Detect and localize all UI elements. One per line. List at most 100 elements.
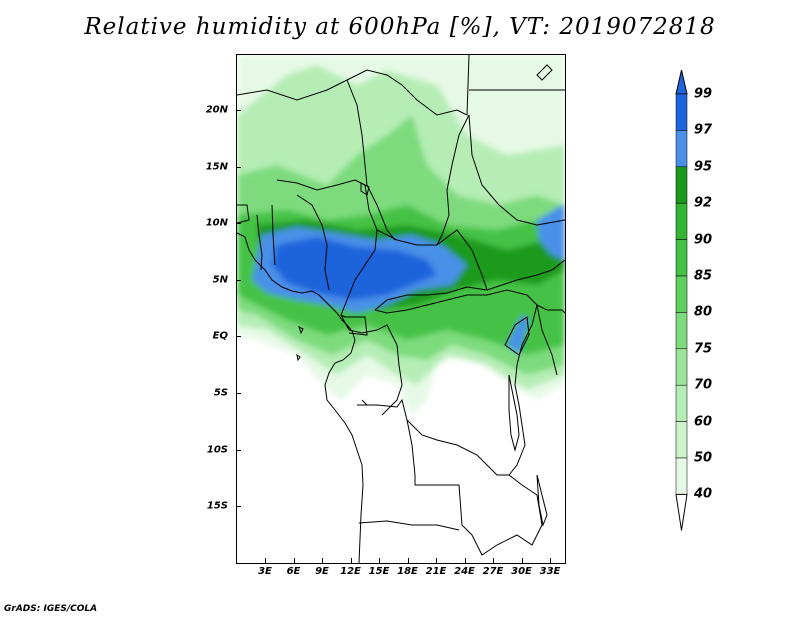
colorbar-cap-top [675,69,688,95]
lon-label: 9E [315,566,329,577]
rh-zone-95-lake [507,315,529,355]
border-drc-congo [348,324,403,416]
lon-label: 18E [397,566,418,577]
lat-tick [236,506,241,508]
humidity-field [237,55,565,415]
lon-label: 15E [368,566,390,577]
lat-tick [236,110,241,111]
border-angola-namibia [358,520,460,531]
rh-zone-97 [272,237,437,300]
colorbar-segment [675,348,688,386]
colorbar-label: 40 [694,486,713,502]
colorbar-label: 60 [694,414,713,430]
lat-tick [236,166,241,168]
colorbar-label: 50 [694,450,713,466]
colorbar-segment [675,312,688,350]
colorbar-label: 99 [694,86,713,102]
lat-tick [236,223,241,225]
border-sahara [237,55,470,116]
lon-tick [350,558,352,563]
lat-label: 10S [206,444,228,456]
lon-tick [379,558,380,563]
lat-tick [236,279,241,281]
colorbar-label: 97 [694,122,713,138]
border-ghana-togo [256,204,276,271]
country-borders [237,55,565,563]
colorbar-label: 80 [694,304,713,320]
lake-chad [360,182,370,196]
lon-tick [550,558,551,563]
lake-malawi [536,474,548,527]
lat-label: 15N [205,161,228,173]
colorbar-label: 90 [694,232,713,248]
colorbar-segment [675,421,688,459]
colorbar-label: 92 [694,195,713,211]
lat-label: EQ [212,330,228,342]
lat-label: 15S [206,500,228,512]
border-zambia-east [471,474,543,556]
border-mali-niger [276,179,366,191]
lat-tick [236,336,241,338]
lat-tick [236,393,241,394]
rh-zone-95-east [537,205,565,260]
lon-label: 12E [340,566,361,577]
lon-label: 27E [482,566,504,577]
lat-label: 5N [212,274,228,286]
coastline-west-africa [237,232,356,364]
colorbar-segment [675,130,688,168]
island-sao-tome [296,353,301,362]
lon-tick [407,558,409,563]
lat-tick [236,449,241,451]
map-plot-area [236,54,566,564]
lon-label: 21E [425,566,447,577]
chart-title: Relative humidity at 600hPa [%], VT: 201… [84,14,716,40]
lon-tick [521,558,523,563]
border-drc-east [508,304,538,476]
border-east-africa [536,304,565,376]
border-niger-chad [346,79,396,241]
colorbar-label: 70 [694,377,713,393]
border-nigeria [296,194,330,291]
footer-credit: GrADS: IGES/COLA [4,604,98,614]
border-drc-north [374,289,538,314]
border-car [374,229,488,311]
lon-tick [265,558,266,563]
border-west-corner [237,204,250,224]
colorbar-segment [675,239,688,277]
lon-label: 6E [286,566,301,577]
lon-label: 3E [258,566,272,577]
lon-tick [493,558,494,563]
colorbar-label: 75 [694,341,713,357]
colorbar-segment [675,166,688,204]
colorbar-segment [675,202,688,240]
border-chad-sudan [436,114,470,246]
colorbar-cap-bottom [675,493,688,531]
lon-label: 30E [511,566,532,577]
island-arabia-coast [536,64,553,81]
lat-label: 5S [213,387,228,399]
humidity-map [237,55,565,563]
coastline-gabon-congo [324,362,364,563]
border-sudan-south [468,114,565,226]
border-gabon [340,314,368,336]
lon-tick [436,558,437,563]
lon-label: 33E [539,566,561,577]
colorbar-segment [675,275,688,313]
border-angola-zambia [361,399,473,536]
island-bioko [298,326,304,335]
lake-victoria [504,316,530,356]
lon-tick [322,558,323,563]
lon-label: 24E [454,566,475,577]
colorbar-segment [675,384,688,422]
border-drc-angola [357,398,509,476]
border-nigeria-cameroon [340,184,378,331]
lon-tick [464,558,466,563]
colorbar-label: 85 [694,268,713,284]
colorbar-segment [675,93,688,131]
colorbar-label: 95 [694,159,713,175]
colorbar [675,69,688,531]
border-south-sudan-uganda [486,259,565,291]
colorbar-segment [675,457,688,495]
lon-tick [293,558,295,563]
lat-label: 10N [205,217,228,229]
